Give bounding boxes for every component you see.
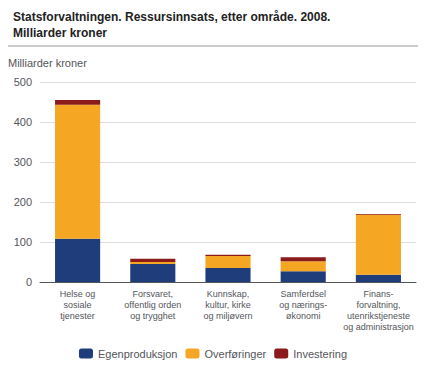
svg-text:100: 100 bbox=[14, 236, 32, 248]
svg-text:utenrikstjeneste: utenrikstjeneste bbox=[347, 311, 410, 321]
svg-text:og miljøvern: og miljøvern bbox=[203, 311, 252, 321]
svg-text:tjenester: tjenester bbox=[60, 311, 95, 321]
svg-text:forvaltning,: forvaltning, bbox=[356, 300, 400, 310]
svg-text:Milliarder kroner: Milliarder kroner bbox=[13, 26, 107, 40]
svg-text:Investering: Investering bbox=[293, 348, 347, 360]
svg-text:0: 0 bbox=[26, 276, 32, 288]
svg-text:500: 500 bbox=[14, 76, 32, 88]
svg-text:Helse og: Helse og bbox=[60, 289, 96, 299]
svg-text:og administrasjon: og administrasjon bbox=[343, 322, 414, 332]
svg-text:kultur, kirke: kultur, kirke bbox=[205, 300, 251, 310]
svg-text:Overføringer: Overføringer bbox=[204, 348, 266, 360]
svg-text:400: 400 bbox=[14, 116, 32, 128]
svg-text:Kunnskap,: Kunnskap, bbox=[207, 289, 250, 299]
svg-text:Milliarder kroner: Milliarder kroner bbox=[8, 57, 87, 69]
svg-text:sosiale: sosiale bbox=[64, 300, 92, 310]
svg-text:økonomi: økonomi bbox=[286, 311, 321, 321]
svg-text:200: 200 bbox=[14, 196, 32, 208]
svg-text:Statsforvaltningen. Ressursinn: Statsforvaltningen. Ressursinnsats, ette… bbox=[13, 10, 330, 24]
svg-text:og trygghet: og trygghet bbox=[130, 311, 176, 321]
svg-text:og nærings-: og nærings- bbox=[279, 300, 327, 310]
svg-text:300: 300 bbox=[14, 156, 32, 168]
svg-text:Egenproduksjon: Egenproduksjon bbox=[98, 348, 178, 360]
svg-text:Forsvaret,: Forsvaret, bbox=[133, 289, 174, 299]
svg-text:Samferdsel: Samferdsel bbox=[280, 289, 326, 299]
svg-text:offentlig orden: offentlig orden bbox=[124, 300, 181, 310]
svg-text:Finans-: Finans- bbox=[363, 289, 393, 299]
